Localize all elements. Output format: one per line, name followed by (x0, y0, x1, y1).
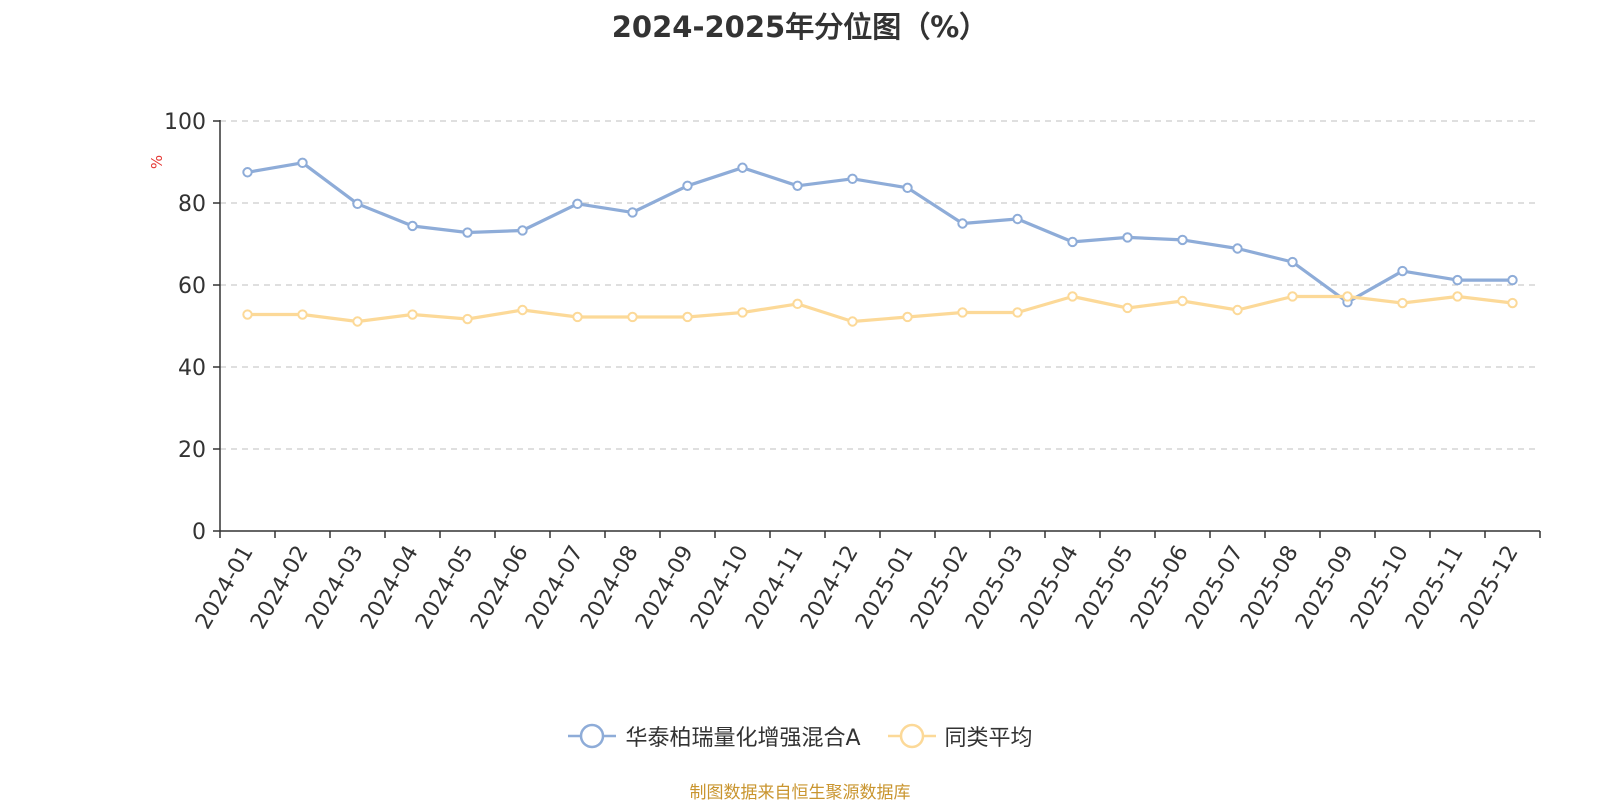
data-point (1397, 265, 1408, 277)
data-point (1122, 302, 1133, 314)
data-point (517, 225, 528, 236)
data-point (407, 309, 418, 320)
data-point (682, 311, 693, 323)
series-line (245, 161, 1515, 304)
data-point (1012, 307, 1023, 318)
y-tick-label: 100 (164, 110, 206, 135)
data-point (1452, 274, 1463, 286)
data-point (1507, 297, 1518, 309)
y-tick-label: 60 (178, 274, 206, 299)
y-axis-label: % (148, 155, 166, 169)
legend-marker (580, 723, 605, 749)
chart-legend: 华泰柏瑞量化增强混合A 同类平均 (0, 720, 1600, 752)
data-point (957, 218, 968, 229)
data-point (1287, 291, 1298, 302)
data-point (1067, 236, 1078, 248)
legend-swatch (568, 723, 617, 749)
series-1 (242, 291, 1518, 327)
data-point (1287, 256, 1298, 268)
data-point (242, 167, 253, 178)
data-point (297, 157, 308, 169)
legend-label: 同类平均 (944, 726, 1033, 751)
data-point (462, 227, 473, 238)
data-point (352, 198, 363, 210)
axis-layer: 020406080100%2024-012024-022024-032024-0… (148, 110, 1541, 634)
data-point (737, 162, 748, 173)
y-tick-label: 0 (192, 520, 206, 545)
y-tick-label: 40 (178, 356, 206, 381)
data-point (627, 311, 638, 323)
data-point (462, 313, 473, 325)
legend-label: 华泰柏瑞量化增强混合A (625, 726, 861, 751)
data-point (1177, 234, 1188, 246)
chart-title: 2024-2025年分位图（%） (611, 10, 989, 44)
data-point (847, 316, 858, 327)
data-point (572, 311, 583, 323)
data-point (1232, 243, 1243, 254)
data-point (792, 180, 803, 191)
data-point (737, 307, 748, 318)
data-point (957, 307, 968, 318)
data-point (517, 304, 528, 316)
data-point (1012, 213, 1023, 225)
data-point (1122, 232, 1133, 243)
legend-marker (899, 723, 924, 749)
series-layer (242, 157, 1518, 327)
line-chart: 020406080100%2024-012024-022024-032024-0… (148, 110, 1541, 634)
y-tick-label: 80 (178, 192, 206, 217)
source-note: 制图数据来自恒生聚源数据库 (689, 783, 911, 803)
data-point (1067, 291, 1078, 302)
grid-layer (220, 120, 1540, 450)
data-point (1452, 291, 1463, 302)
legend-item[interactable]: 华泰柏瑞量化增强混合A (567, 720, 861, 752)
data-point (407, 220, 418, 232)
data-point (1397, 297, 1408, 309)
data-point (572, 198, 583, 210)
data-point (1507, 274, 1518, 286)
data-point (682, 180, 693, 191)
data-point (1232, 304, 1243, 316)
y-tick-label: 20 (178, 438, 206, 463)
data-point (627, 207, 638, 218)
data-point (792, 298, 803, 310)
data-point (902, 311, 913, 323)
legend-item[interactable]: 同类平均 (887, 720, 1033, 752)
data-point (902, 182, 913, 194)
series-0 (242, 157, 1518, 308)
legend-swatch (887, 723, 936, 749)
data-point (1342, 291, 1353, 302)
data-point (847, 173, 858, 185)
data-point (352, 316, 363, 327)
data-point (297, 309, 308, 320)
series-line (245, 294, 1515, 324)
data-point (1177, 295, 1188, 307)
data-point (242, 309, 253, 320)
